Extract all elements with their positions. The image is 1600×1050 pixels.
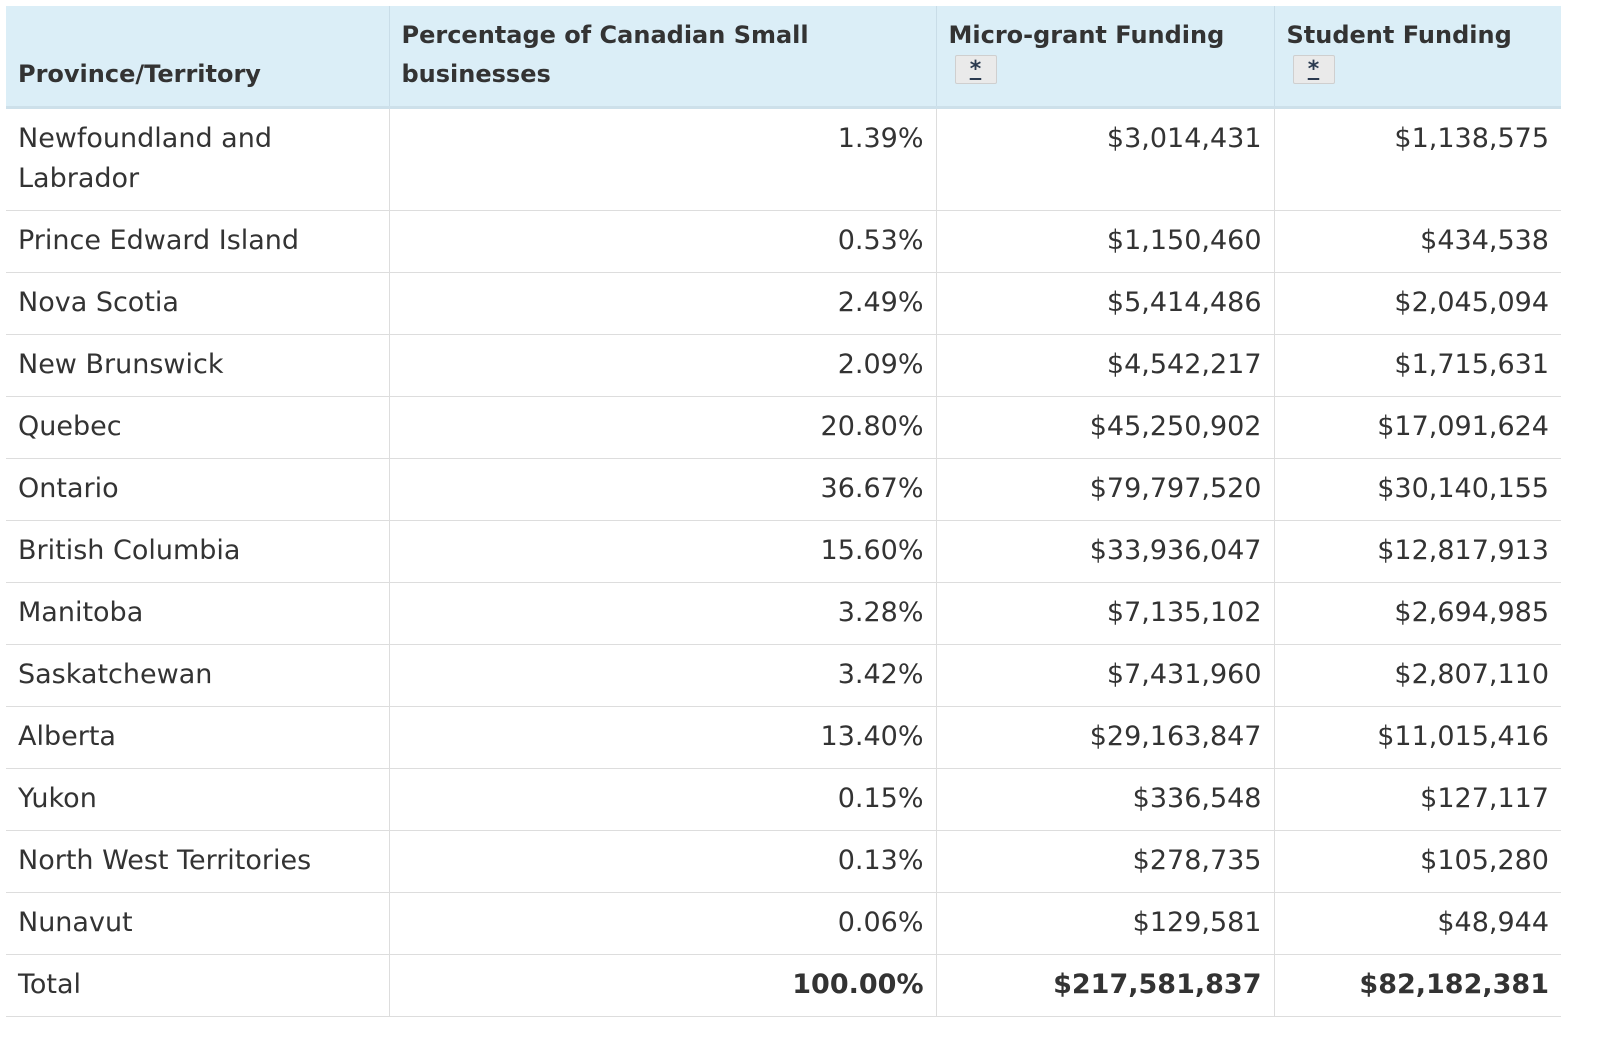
table-row: Saskatchewan 3.42% $7,431,960 $2,807,110 <box>6 644 1561 707</box>
table-row: Manitoba 3.28% $7,135,102 $2,694,985 <box>6 582 1561 645</box>
header-student-label: Student Funding <box>1286 21 1512 49</box>
student-cell: $1,138,575 <box>1273 107 1561 211</box>
student-cell: $2,045,094 <box>1273 272 1561 335</box>
province-cell: North West Territories <box>6 830 389 893</box>
header-percentage-label: Percentage of Canadian Small businesses <box>401 21 809 88</box>
province-cell: Saskatchewan <box>6 644 389 707</box>
total-micro-grant-cell: $217,581,837 <box>935 954 1274 1017</box>
percentage-cell: 2.09% <box>388 334 936 397</box>
student-cell: $17,091,624 <box>1273 396 1561 459</box>
percentage-cell: 3.28% <box>388 582 936 645</box>
table-row: Nunavut 0.06% $129,581 $48,944 <box>6 892 1561 955</box>
table-row: Alberta 13.40% $29,163,847 $11,015,416 <box>6 706 1561 769</box>
table-row: British Columbia 15.60% $33,936,047 $12,817… <box>6 520 1561 583</box>
percentage-cell: 15.60% <box>388 520 936 583</box>
province-cell: British Columbia <box>6 520 389 583</box>
student-cell: $11,015,416 <box>1273 706 1561 769</box>
province-cell: Quebec <box>6 396 389 459</box>
percentage-cell: 0.06% <box>388 892 936 955</box>
table-header-row: Province/Territory Percentage of Canadia… <box>6 6 1561 109</box>
student-cell: $105,280 <box>1273 830 1561 893</box>
table-row: North West Territories 0.13% $278,735 $105,… <box>6 830 1561 893</box>
micro-grant-cell: $5,414,486 <box>935 272 1274 335</box>
province-cell: Prince Edward Island <box>6 210 389 273</box>
micro-grant-cell: $129,581 <box>935 892 1274 955</box>
header-micro-grant: Micro-grant Funding * <box>935 6 1274 109</box>
province-cell: Nova Scotia <box>6 272 389 335</box>
student-cell: $434,538 <box>1273 210 1561 273</box>
percentage-cell: 0.13% <box>388 830 936 893</box>
percentage-cell: 20.80% <box>388 396 936 459</box>
micro-grant-cell: $45,250,902 <box>935 396 1274 459</box>
micro-grant-footnote-button[interactable]: * <box>954 55 997 84</box>
province-cell: Manitoba <box>6 582 389 645</box>
table-row: Yukon 0.15% $336,548 $127,117 <box>6 768 1561 831</box>
header-micro-grant-label: Micro-grant Funding <box>948 21 1225 49</box>
percentage-cell: 1.39% <box>388 107 936 211</box>
student-footnote-button[interactable]: * <box>1292 55 1335 84</box>
student-cell: $127,117 <box>1273 768 1561 831</box>
micro-grant-cell: $4,542,217 <box>935 334 1274 397</box>
table-row: Newfoundland and Labrador 1.39% $3,014,431… <box>6 107 1561 211</box>
micro-grant-cell: $336,548 <box>935 768 1274 831</box>
student-cell: $2,694,985 <box>1273 582 1561 645</box>
province-cell: Newfoundland and Labrador <box>6 107 389 211</box>
percentage-cell: 2.49% <box>388 272 936 335</box>
student-cell: $1,715,631 <box>1273 334 1561 397</box>
percentage-cell: 0.53% <box>388 210 936 273</box>
total-row: Total 100.00% $217,581,837 $82,182,381 <box>6 954 1561 1017</box>
table-body: Newfoundland and Labrador 1.39% $3,014,431… <box>6 107 1561 1017</box>
table-row: Prince Edward Island 0.53% $1,150,460 $434,… <box>6 210 1561 273</box>
table-row: Ontario 36.67% $79,797,520 $30,140,155 <box>6 458 1561 521</box>
table-row: Quebec 20.80% $45,250,902 $17,091,624 <box>6 396 1561 459</box>
funding-table-container: Province/Territory Percentage of Canadia… <box>6 6 1561 1017</box>
header-student: Student Funding * <box>1273 6 1561 109</box>
province-cell: New Brunswick <box>6 334 389 397</box>
header-province-label: Province/Territory <box>18 60 261 88</box>
micro-grant-cell: $29,163,847 <box>935 706 1274 769</box>
micro-grant-cell: $3,014,431 <box>935 107 1274 211</box>
province-cell: Alberta <box>6 706 389 769</box>
total-percentage-cell: 100.00% <box>388 954 936 1017</box>
micro-grant-cell: $278,735 <box>935 830 1274 893</box>
micro-grant-cell: $7,135,102 <box>935 582 1274 645</box>
micro-grant-cell: $79,797,520 <box>935 458 1274 521</box>
province-cell: Yukon <box>6 768 389 831</box>
micro-grant-cell: $33,936,047 <box>935 520 1274 583</box>
percentage-cell: 3.42% <box>388 644 936 707</box>
table-row: Nova Scotia 2.49% $5,414,486 $2,045,094 <box>6 272 1561 335</box>
percentage-cell: 0.15% <box>388 768 936 831</box>
percentage-cell: 13.40% <box>388 706 936 769</box>
micro-grant-cell: $1,150,460 <box>935 210 1274 273</box>
student-cell: $30,140,155 <box>1273 458 1561 521</box>
funding-table: Province/Territory Percentage of Canadia… <box>6 6 1561 1017</box>
micro-grant-cell: $7,431,960 <box>935 644 1274 707</box>
student-cell: $12,817,913 <box>1273 520 1561 583</box>
student-cell: $2,807,110 <box>1273 644 1561 707</box>
total-student-cell: $82,182,381 <box>1273 954 1561 1017</box>
header-province: Province/Territory <box>6 6 389 109</box>
header-percentage: Percentage of Canadian Small businesses <box>388 6 936 109</box>
total-province-cell: Total <box>6 954 389 1017</box>
table-row: New Brunswick 2.09% $4,542,217 $1,715,631 <box>6 334 1561 397</box>
province-cell: Ontario <box>6 458 389 521</box>
province-cell: Nunavut <box>6 892 389 955</box>
student-cell: $48,944 <box>1273 892 1561 955</box>
percentage-cell: 36.67% <box>388 458 936 521</box>
